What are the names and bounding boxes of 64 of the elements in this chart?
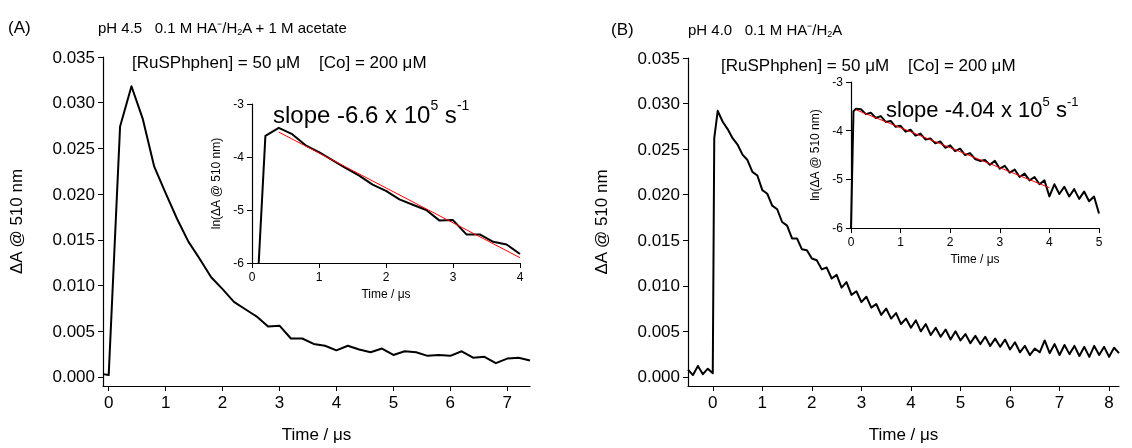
x-tick-label: 1 [757, 393, 768, 412]
x-tick-label: 7 [1054, 393, 1065, 412]
x-tick-label: 3 [996, 235, 1004, 250]
x-tick-label: 3 [449, 270, 457, 284]
x-tick-label: 8 [1104, 393, 1114, 412]
y-tick-label: 0.005 [52, 321, 95, 341]
text: (A) [8, 17, 31, 37]
y-tick-label: -6 [233, 256, 245, 270]
x-tick-label: 0 [103, 393, 114, 412]
y-axis-title: ln(ΔA @ 510 nm) [808, 109, 823, 201]
x-axis-title: Time / μs [950, 252, 1000, 266]
x-tick-label: 4 [516, 270, 524, 284]
x-tick-label: 2 [946, 235, 954, 250]
x-tick-label: 2 [382, 270, 390, 284]
x-tick-label: 6 [445, 393, 456, 412]
y-tick-label: 0.010 [637, 276, 680, 296]
y-tick-label: 0.005 [637, 321, 680, 341]
x-tick-label: 4 [331, 393, 342, 412]
x-tick-label: 6 [1005, 393, 1015, 412]
annotation: [RuSPhphen] = 50 μM [Co] = 200 μM [721, 55, 1016, 75]
y-tick-label: -3 [233, 97, 245, 111]
x-tick-label: 5 [1095, 235, 1103, 250]
x-tick-label: 1 [315, 270, 323, 284]
y-tick-label: -5 [832, 172, 844, 187]
x-tick-label: 5 [388, 393, 399, 412]
y-tick-label: 0.015 [52, 230, 95, 250]
x-axis-title: Time / μs [281, 425, 352, 444]
x-tick-label: 4 [1046, 235, 1054, 250]
y-tick-label: -5 [233, 203, 245, 217]
y-tick-label: 0.020 [637, 185, 680, 205]
x-tick-label: 0 [847, 235, 855, 250]
y-tick-label: -4 [233, 150, 245, 164]
x-tick-label: 3 [274, 393, 285, 412]
annotation: [RuSPhphen] = 50 μM [Co] = 200 μM [132, 52, 427, 72]
y-tick-label: 0.035 [52, 47, 95, 67]
x-tick-label: 3 [856, 393, 867, 412]
y-tick-label: 0.010 [52, 275, 95, 295]
x-tick-label: 0 [708, 393, 718, 412]
x-tick-label: 2 [217, 393, 228, 412]
y-tick-label: -3 [832, 75, 844, 89]
x-tick-label: 2 [807, 393, 817, 412]
y-tick-label: 0.030 [637, 94, 680, 114]
text: (B) [611, 19, 634, 39]
x-tick-label: 0 [248, 270, 256, 284]
x-tick-label: 1 [160, 393, 171, 412]
y-axis-title: ΔA @ 510 nm [7, 168, 26, 275]
y-axis-title: ln(ΔA @ 510 nm) [209, 137, 224, 230]
x-tick-label: 1 [897, 235, 905, 250]
y-tick-label: 0.000 [52, 367, 95, 387]
y-tick-label: 0.015 [637, 230, 680, 250]
y-axis-title: ΔA @ 510 nm [592, 169, 611, 275]
y-tick-label: -6 [832, 221, 844, 236]
y-tick-label: 0.035 [637, 48, 680, 68]
y-tick-label: -4 [832, 123, 844, 138]
x-axis-title: Time / μs [361, 286, 411, 301]
x-axis-title: Time / μs [868, 425, 939, 444]
x-tick-label: 7 [502, 393, 512, 412]
x-tick-label: 4 [906, 393, 916, 412]
y-tick-label: 0.025 [52, 138, 95, 158]
x-tick-label: 5 [955, 393, 966, 412]
y-tick-label: 0.020 [52, 184, 95, 204]
y-tick-label: 0.030 [52, 93, 95, 113]
y-tick-label: 0.000 [637, 367, 680, 387]
y-tick-label: 0.025 [637, 139, 680, 159]
